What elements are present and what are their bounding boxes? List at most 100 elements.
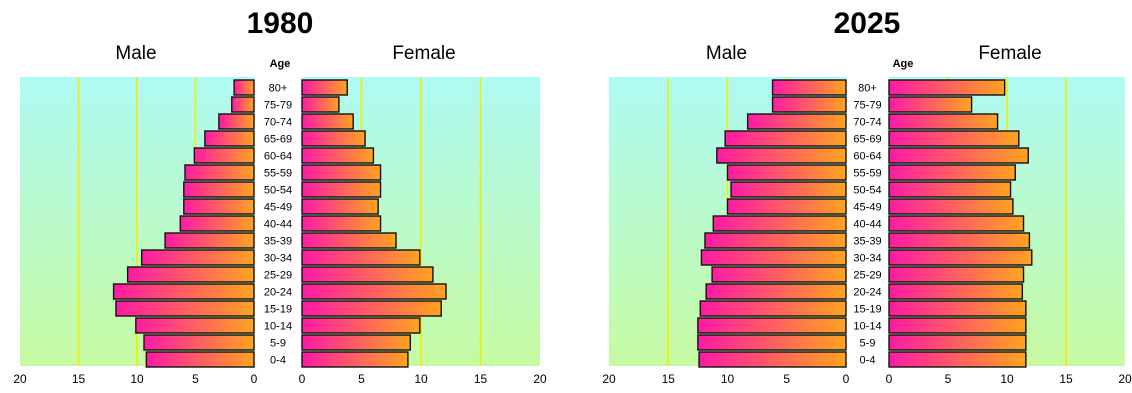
chart-title: 2025: [834, 7, 901, 40]
age-label: 0-4: [860, 355, 876, 367]
age-label: 45-49: [853, 202, 881, 214]
age-label: 5-9: [270, 338, 286, 350]
age-label: 70-74: [853, 117, 881, 129]
bar-female-10-14: [301, 317, 421, 334]
age-label: 65-69: [853, 134, 881, 146]
x-tick-label: 15: [72, 372, 86, 386]
bar-male-30-34: [700, 249, 847, 266]
bar-female-55-59: [301, 164, 382, 181]
x-tick-label: 20: [13, 372, 27, 386]
age-label: 80+: [269, 83, 288, 95]
bar-male-70-74: [218, 113, 255, 130]
age-label: 25-29: [264, 270, 292, 282]
bar-male-65-69: [724, 130, 847, 147]
x-tick-label: 15: [474, 372, 488, 386]
age-label: 20-24: [264, 287, 292, 299]
bar-female-45-49: [888, 198, 1014, 215]
age-header: Age: [893, 58, 914, 70]
bar-male-15-19: [699, 300, 847, 317]
bar-male-35-39: [704, 232, 847, 249]
bar-female-75-79: [888, 96, 973, 113]
x-tick-label: 5: [945, 372, 952, 386]
age-label: 30-34: [853, 253, 881, 265]
age-label: 0-4: [270, 355, 286, 367]
age-label: 55-59: [853, 168, 881, 180]
bar-female-65-69: [301, 130, 366, 147]
bar-male-20-24: [112, 283, 255, 300]
male-label: Male: [115, 43, 156, 64]
bar-female-50-54: [888, 181, 1012, 198]
age-label: 10-14: [853, 321, 881, 333]
age-label: 50-54: [853, 185, 881, 197]
x-tick-label: 20: [1118, 372, 1132, 386]
bar-female-80+: [301, 79, 348, 96]
age-label: 40-44: [264, 219, 292, 231]
bar-male-40-44: [179, 215, 255, 232]
bar-male-55-59: [726, 164, 847, 181]
bar-male-50-54: [730, 181, 847, 198]
bar-male-60-64: [193, 147, 255, 164]
x-tick-label: 20: [533, 372, 547, 386]
bar-female-35-39: [301, 232, 397, 249]
age-label: 55-59: [264, 168, 292, 180]
x-tick-label: 10: [130, 372, 144, 386]
bar-female-25-29: [301, 266, 434, 283]
bar-female-0-4: [888, 351, 1027, 368]
x-tick-label: 10: [414, 372, 428, 386]
bar-female-5-9: [888, 334, 1027, 351]
x-tick-label: 0: [843, 372, 850, 386]
age-label: 75-79: [264, 100, 292, 112]
bar-female-35-39: [888, 232, 1031, 249]
bar-female-5-9: [301, 334, 411, 351]
age-label: 70-74: [264, 117, 292, 129]
bar-male-45-49: [726, 198, 847, 215]
bar-female-75-79: [301, 96, 340, 113]
female-label: Female: [978, 43, 1041, 64]
bar-male-80+: [233, 79, 255, 96]
bar-female-0-4: [301, 351, 409, 368]
x-tick-label: 0: [299, 372, 306, 386]
bar-male-80+: [771, 79, 847, 96]
bar-female-30-34: [301, 249, 421, 266]
age-label: 80+: [858, 83, 877, 95]
bar-male-40-44: [712, 215, 847, 232]
bar-female-60-64: [888, 147, 1029, 164]
female-label: Female: [392, 43, 455, 64]
age-label: 50-54: [264, 185, 292, 197]
age-header: Age: [270, 58, 291, 70]
age-label: 45-49: [264, 202, 292, 214]
bar-female-45-49: [301, 198, 379, 215]
bar-male-25-29: [126, 266, 255, 283]
bar-female-55-59: [888, 164, 1016, 181]
bar-male-60-64: [716, 147, 847, 164]
bar-male-20-24: [705, 283, 847, 300]
age-label: 15-19: [853, 304, 881, 316]
bar-female-70-74: [888, 113, 999, 130]
bar-male-30-34: [140, 249, 255, 266]
bar-female-50-54: [301, 181, 382, 198]
x-tick-label: 10: [1000, 372, 1014, 386]
age-label: 30-34: [264, 253, 292, 265]
bar-female-20-24: [301, 283, 447, 300]
bar-male-50-54: [183, 181, 255, 198]
male-label: Male: [706, 43, 747, 64]
age-label: 15-19: [264, 304, 292, 316]
x-tick-label: 5: [358, 372, 365, 386]
x-tick-label: 10: [721, 372, 735, 386]
bar-female-65-69: [888, 130, 1020, 147]
bar-male-65-69: [204, 130, 255, 147]
age-label: 65-69: [264, 134, 292, 146]
bar-male-45-49: [183, 198, 255, 215]
age-label: 20-24: [853, 287, 881, 299]
pyramid-2025: 2025 Male Female Age 80+ 75-79 70-74 65-69 60-64…: [602, 7, 1132, 386]
age-label: 75-79: [853, 100, 881, 112]
bar-female-60-64: [301, 147, 375, 164]
bar-male-25-29: [711, 266, 847, 283]
bar-male-15-19: [115, 300, 255, 317]
bar-male-5-9: [143, 334, 255, 351]
x-tick-label: 0: [886, 372, 893, 386]
bar-female-40-44: [301, 215, 382, 232]
age-label: 35-39: [264, 236, 292, 248]
age-label: 10-14: [264, 321, 292, 333]
bar-female-15-19: [888, 300, 1027, 317]
